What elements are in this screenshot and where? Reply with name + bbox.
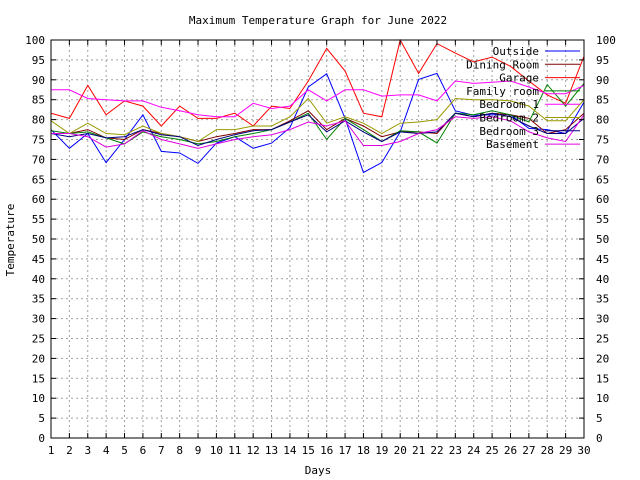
y-tick-label-right: 35 bbox=[596, 293, 609, 306]
x-tick-label: 6 bbox=[140, 444, 147, 457]
x-tick-label: 20 bbox=[394, 444, 407, 457]
y-tick-label: 5 bbox=[38, 412, 45, 425]
y-tick-label: 40 bbox=[32, 273, 45, 286]
x-tick-label: 25 bbox=[485, 444, 498, 457]
y-tick-label-right: 55 bbox=[596, 213, 609, 226]
x-tick-label: 23 bbox=[449, 444, 462, 457]
series-line-outside bbox=[51, 72, 584, 174]
y-tick-label-right: 95 bbox=[596, 54, 609, 67]
y-tick-label-right: 70 bbox=[596, 153, 609, 166]
series-line-bedroom-2 bbox=[51, 97, 584, 143]
y-tick-label: 85 bbox=[32, 94, 45, 107]
series-line-bedroom-1 bbox=[51, 80, 584, 118]
legend-label-family-room: Family room bbox=[466, 85, 539, 98]
y-tick-label-right: 65 bbox=[596, 173, 609, 186]
y-tick-label: 20 bbox=[32, 352, 45, 365]
x-tick-label: 8 bbox=[176, 444, 183, 457]
x-tick-label: 27 bbox=[522, 444, 535, 457]
y-tick-label: 65 bbox=[32, 173, 45, 186]
y-tick-label: 100 bbox=[25, 34, 45, 47]
series-line-garage bbox=[51, 39, 584, 127]
x-tick-label: 4 bbox=[103, 444, 110, 457]
x-tick-label: 9 bbox=[195, 444, 202, 457]
x-tick-label: 29 bbox=[559, 444, 572, 457]
y-axis-title: Temperature bbox=[4, 204, 17, 277]
x-tick-label: 12 bbox=[247, 444, 260, 457]
x-tick-label: 10 bbox=[210, 444, 223, 457]
y-tick-label-right: 80 bbox=[596, 114, 609, 127]
y-tick-label-right: 0 bbox=[596, 432, 603, 445]
legend-label-dining-room: Dining Room bbox=[466, 58, 539, 71]
y-tick-label-right: 20 bbox=[596, 352, 609, 365]
legend-label-basement: Basement bbox=[486, 138, 539, 151]
y-tick-label-right: 45 bbox=[596, 253, 609, 266]
x-tick-label: 28 bbox=[541, 444, 554, 457]
y-tick-label: 55 bbox=[32, 213, 45, 226]
y-tick-label-right: 30 bbox=[596, 313, 609, 326]
y-tick-label: 90 bbox=[32, 74, 45, 87]
legend-label-bedroom-2: Bedroom 2 bbox=[479, 112, 539, 125]
x-tick-label: 1 bbox=[48, 444, 55, 457]
y-tick-label-right: 5 bbox=[596, 412, 603, 425]
x-tick-label: 15 bbox=[302, 444, 315, 457]
legend-label-bedroom-1: Bedroom 1 bbox=[479, 98, 539, 111]
y-tick-label: 15 bbox=[32, 372, 45, 385]
y-tick-label-right: 50 bbox=[596, 233, 609, 246]
y-tick-label: 80 bbox=[32, 114, 45, 127]
x-tick-label: 22 bbox=[430, 444, 443, 457]
y-tick-label-right: 40 bbox=[596, 273, 609, 286]
legend-label-outside: Outside bbox=[493, 45, 539, 58]
y-tick-label: 60 bbox=[32, 193, 45, 206]
x-tick-label: 21 bbox=[412, 444, 425, 457]
x-tick-label: 18 bbox=[357, 444, 370, 457]
y-tick-label-right: 15 bbox=[596, 372, 609, 385]
y-tick-label: 50 bbox=[32, 233, 45, 246]
y-tick-label: 95 bbox=[32, 54, 45, 67]
x-tick-label: 17 bbox=[338, 444, 351, 457]
x-tick-label: 14 bbox=[283, 444, 297, 457]
y-tick-label: 30 bbox=[32, 313, 45, 326]
y-tick-label: 70 bbox=[32, 153, 45, 166]
series-line-basement bbox=[51, 114, 584, 149]
y-tick-label-right: 25 bbox=[596, 333, 609, 346]
y-tick-label: 75 bbox=[32, 134, 45, 147]
x-tick-label: 24 bbox=[467, 444, 481, 457]
y-tick-label-right: 60 bbox=[596, 193, 609, 206]
legend-label-garage: Garage bbox=[499, 72, 539, 85]
series-line-bedroom-3 bbox=[51, 112, 584, 147]
y-tick-label: 10 bbox=[32, 392, 45, 405]
x-tick-label: 16 bbox=[320, 444, 333, 457]
x-tick-label: 3 bbox=[84, 444, 91, 457]
x-tick-label: 2 bbox=[66, 444, 73, 457]
x-tick-label: 13 bbox=[265, 444, 278, 457]
series-lines bbox=[51, 39, 584, 174]
x-axis-title: Days bbox=[305, 464, 332, 477]
x-tick-label: 26 bbox=[504, 444, 517, 457]
y-tick-label-right: 10 bbox=[596, 392, 609, 405]
x-tick-label: 5 bbox=[121, 444, 128, 457]
y-tick-label: 25 bbox=[32, 333, 45, 346]
x-tick-label: 7 bbox=[158, 444, 165, 457]
y-tick-label-right: 85 bbox=[596, 94, 609, 107]
y-tick-label: 45 bbox=[32, 253, 45, 266]
legend-label-bedroom-3: Bedroom 3 bbox=[479, 125, 539, 138]
y-tick-label-right: 90 bbox=[596, 74, 609, 87]
y-tick-label-right: 100 bbox=[596, 34, 616, 47]
y-tick-label: 35 bbox=[32, 293, 45, 306]
series-line-family-room bbox=[51, 83, 584, 145]
y-tick-label: 0 bbox=[38, 432, 45, 445]
chart-title: Maximum Temperature Graph for June 2022 bbox=[189, 14, 447, 27]
x-tick-label: 19 bbox=[375, 444, 388, 457]
x-tick-label: 30 bbox=[577, 444, 590, 457]
y-tick-label-right: 75 bbox=[596, 134, 609, 147]
x-tick-label: 11 bbox=[228, 444, 241, 457]
